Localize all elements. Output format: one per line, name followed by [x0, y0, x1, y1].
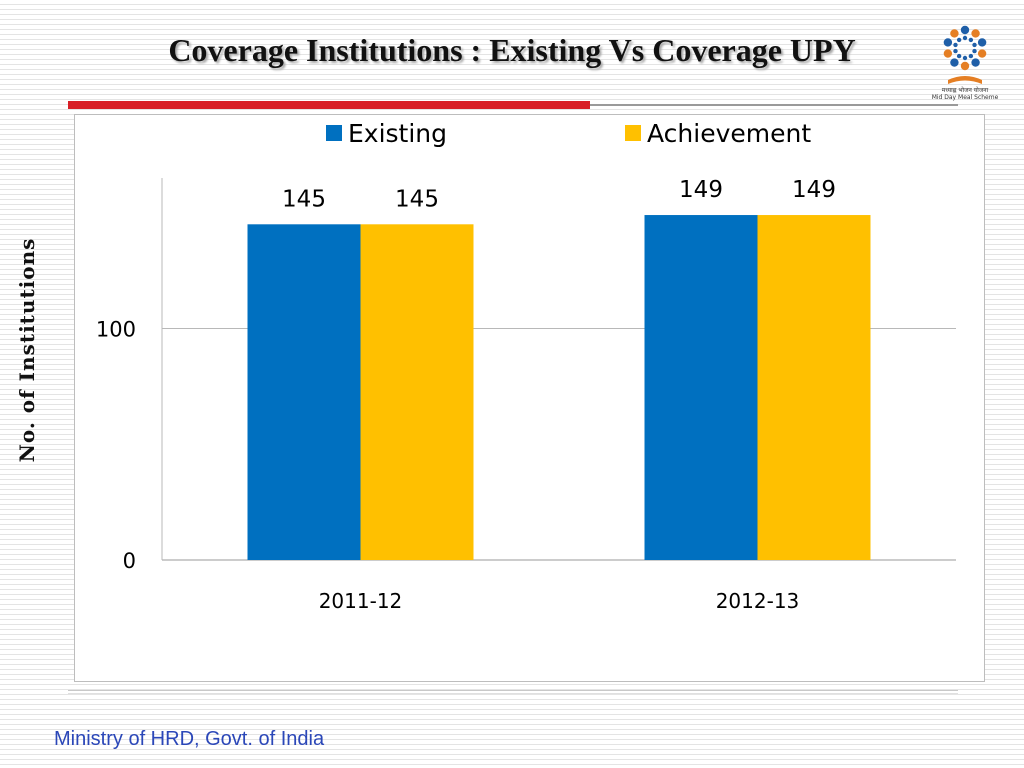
x-tick-label: 2011-12: [319, 589, 403, 613]
mid-day-meal-logo-icon: [943, 25, 987, 84]
bar: [360, 224, 474, 560]
data-label: 149: [679, 177, 723, 203]
slide-title: Coverage Institutions : Existing Vs Cove…: [168, 32, 856, 68]
data-label: 145: [282, 186, 326, 212]
data-label: 149: [792, 177, 836, 203]
logo-caption-english: Mid Day Meal Scheme: [931, 94, 999, 101]
title-underline-red: [68, 101, 590, 109]
logo-caption-hindi: मध्याह्न भोजन योजना: [941, 87, 989, 94]
bar: [644, 215, 758, 560]
footer-divider: [68, 690, 958, 691]
bar: [247, 224, 361, 560]
legend-swatch: [625, 125, 641, 141]
data-label: 145: [395, 186, 439, 212]
y-tick-label: 0: [123, 549, 136, 573]
title-underline-grey: [590, 104, 958, 106]
footer-text: Ministry of HRD, Govt. of India: [54, 728, 325, 750]
y-tick-label: 100: [96, 317, 136, 341]
legend-swatch: [326, 125, 342, 141]
footer-divider-secondary: [68, 693, 958, 694]
legend-label: Achievement: [647, 119, 811, 148]
legend-label: Existing: [348, 119, 447, 148]
x-tick-label: 2012-13: [716, 589, 800, 613]
bar: [757, 215, 871, 560]
